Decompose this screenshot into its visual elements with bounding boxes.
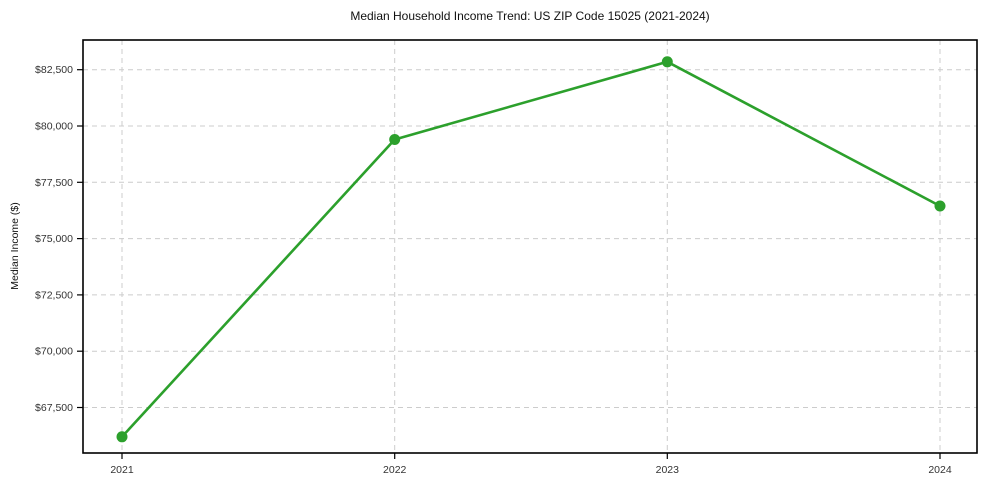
trend-line xyxy=(120,60,942,439)
x-tick-label: 2023 xyxy=(656,464,680,476)
data-point-2021 xyxy=(116,431,128,443)
chart-title: Median Household Income Trend: US ZIP Co… xyxy=(350,9,710,23)
x-tick-label: 2021 xyxy=(110,464,134,476)
data-point-2024 xyxy=(934,200,946,212)
y-tick-label: $70,000 xyxy=(35,346,73,358)
y-tick-label: $80,000 xyxy=(35,121,73,133)
x-tick-label: 2024 xyxy=(928,464,952,476)
y-tick-label: $82,500 xyxy=(35,64,73,76)
data-point-2022 xyxy=(389,134,401,145)
y-tick-label: $67,500 xyxy=(35,402,73,414)
x-tick-label: 2022 xyxy=(383,464,407,476)
plot-border xyxy=(82,39,978,454)
y-tick-label: $77,500 xyxy=(35,177,73,189)
y-tick-label: $75,000 xyxy=(35,233,73,245)
data-point-2023 xyxy=(661,56,673,68)
y-tick-label: $72,500 xyxy=(35,289,73,301)
